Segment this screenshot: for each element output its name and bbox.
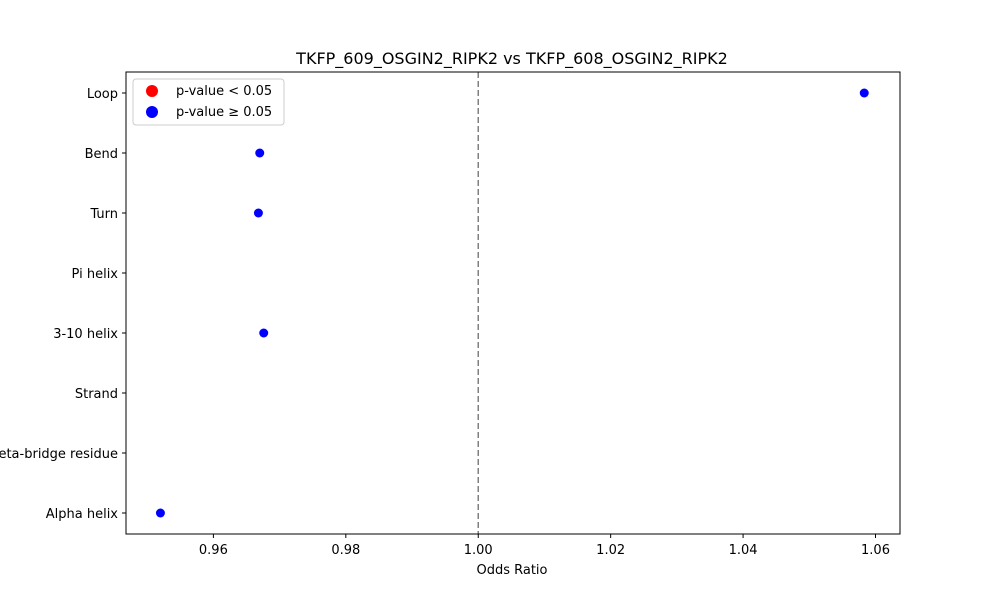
data-point-alpha-helix [155, 508, 165, 518]
chart-title: TKFP_609_OSGIN2_RIPK2 vs TKFP_608_OSGIN2… [295, 49, 728, 69]
y-tick-label-turn: Turn [89, 207, 118, 222]
x-axis-label: Odds Ratio [476, 563, 547, 578]
x-tick-label: 1.02 [596, 543, 625, 558]
legend-label-not-significant: p-value ≥ 0.05 [176, 105, 272, 120]
x-tick-label: 1.00 [464, 543, 493, 558]
x-tick-label: 0.98 [331, 543, 360, 558]
x-tick-label: 0.96 [199, 543, 228, 558]
y-tick-label-loop: Loop [87, 87, 118, 102]
data-point-bend [255, 148, 265, 158]
x-tick-label: 1.04 [729, 543, 758, 558]
legend-marker-significant [146, 85, 158, 97]
y-tick-label-pi-helix: Pi helix [72, 267, 119, 282]
y-tick-label-beta-bridge-residue: Beta-bridge residue [0, 447, 118, 462]
data-point-turn [253, 208, 263, 218]
data-point-3-10-helix [259, 328, 269, 338]
y-tick-label-3-10-helix: 3-10 helix [53, 327, 118, 342]
y-tick-label-alpha-helix: Alpha helix [46, 507, 119, 522]
x-tick-label: 1.06 [861, 543, 890, 558]
data-point-loop [859, 88, 869, 98]
legend-marker-not-significant [146, 106, 158, 118]
legend-label-significant: p-value < 0.05 [176, 84, 272, 99]
y-tick-label-strand: Strand [75, 387, 118, 402]
plot-area-frame [125, 71, 901, 535]
legend: p-value < 0.05 p-value ≥ 0.05 [132, 78, 285, 126]
y-tick-label-bend: Bend [85, 147, 118, 162]
legend-box [132, 78, 285, 126]
